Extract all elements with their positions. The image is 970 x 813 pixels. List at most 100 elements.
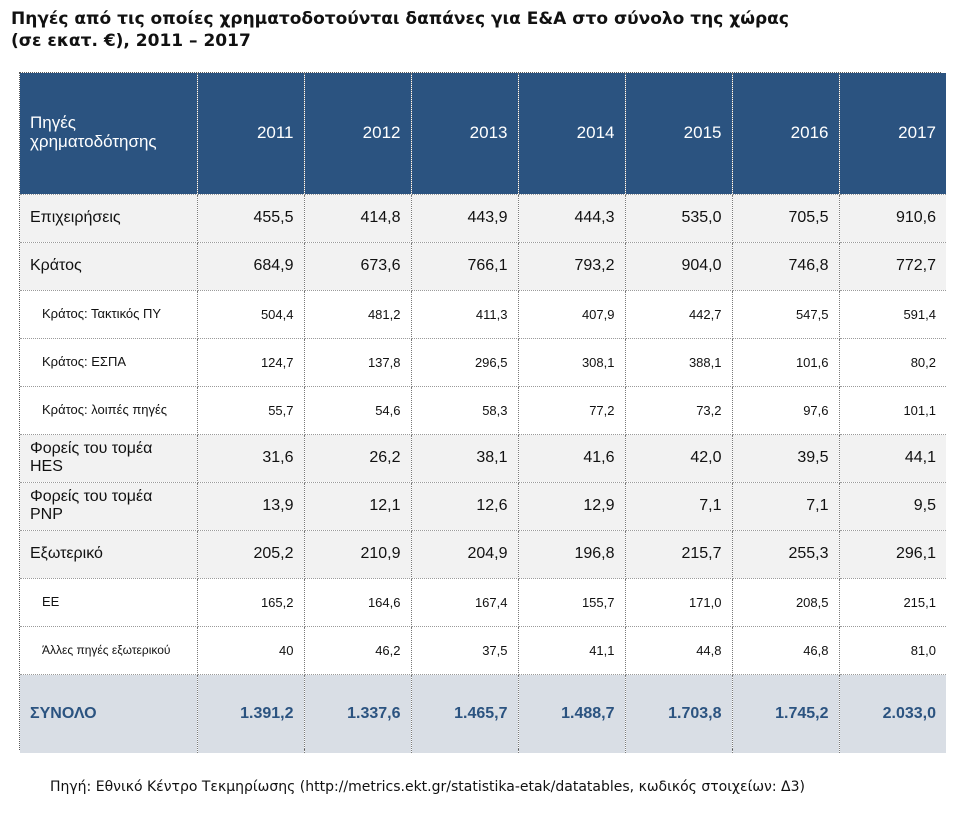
- header-row: Πηγές χρηματοδότησης 2011 2012 2013 2014…: [20, 73, 946, 195]
- cell-value: 41,6: [518, 434, 626, 483]
- table-row: Φορείς του τομέα HES 31,6 26,2 38,1 41,6…: [20, 434, 946, 483]
- funding-table: Πηγές χρηματοδότησης 2011 2012 2013 2014…: [19, 72, 946, 753]
- cell-value: 255,3: [732, 530, 840, 579]
- cell-value: 73,2: [625, 386, 733, 435]
- table-row: Κράτος: Τακτικός ΠΥ 504,4 481,2 411,3 40…: [20, 290, 946, 339]
- cell-value: 13,9: [197, 482, 305, 531]
- cell-value: 101,1: [839, 386, 946, 435]
- cell-value: 215,1: [839, 578, 946, 627]
- cell-value: 38,1: [411, 434, 519, 483]
- cell-value: 40: [197, 626, 305, 675]
- cell-value: 442,7: [625, 290, 733, 339]
- cell-value: 414,8: [304, 194, 412, 243]
- row-label: Κράτος: ΕΣΠΑ: [20, 338, 198, 387]
- cell-value: 167,4: [411, 578, 519, 627]
- cell-value: 455,5: [197, 194, 305, 243]
- cell-value: 7,1: [625, 482, 733, 531]
- cell-value: 196,8: [518, 530, 626, 579]
- cell-value: 443,9: [411, 194, 519, 243]
- table-row: Κράτος: λοιπές πηγές 55,7 54,6 58,3 77,2…: [20, 386, 946, 435]
- cell-value: 124,7: [197, 338, 305, 387]
- cell-value: 44,1: [839, 434, 946, 483]
- total-value: 1.337,6: [304, 674, 412, 753]
- table-row: Άλλες πηγές εξωτερικού 40 46,2 37,5 41,1…: [20, 626, 946, 675]
- row-label: Επιχειρήσεις: [20, 194, 198, 243]
- cell-value: 171,0: [625, 578, 733, 627]
- cell-value: 12,1: [304, 482, 412, 531]
- cell-value: 205,2: [197, 530, 305, 579]
- cell-value: 37,5: [411, 626, 519, 675]
- table-title: Πηγές από τις οποίες χρηματοδοτούνται δα…: [11, 8, 951, 52]
- cell-value: 444,3: [518, 194, 626, 243]
- cell-value: 26,2: [304, 434, 412, 483]
- cell-value: 388,1: [625, 338, 733, 387]
- cell-value: 296,1: [839, 530, 946, 579]
- table-row: Φορείς του τομέα PNP 13,9 12,1 12,6 12,9…: [20, 482, 946, 531]
- cell-value: 80,2: [839, 338, 946, 387]
- cell-value: 55,7: [197, 386, 305, 435]
- table-row: Κράτος: ΕΣΠΑ 124,7 137,8 296,5 308,1 388…: [20, 338, 946, 387]
- total-value: 1.391,2: [197, 674, 305, 753]
- cell-value: 46,8: [732, 626, 840, 675]
- cell-value: 210,9: [304, 530, 412, 579]
- cell-value: 684,9: [197, 242, 305, 291]
- cell-value: 42,0: [625, 434, 733, 483]
- header-year: 2011: [197, 73, 305, 195]
- cell-value: 411,3: [411, 290, 519, 339]
- row-label: Κράτος: Τακτικός ΠΥ: [20, 290, 198, 339]
- cell-value: 77,2: [518, 386, 626, 435]
- row-label: Φορείς του τομέα HES: [20, 434, 198, 483]
- cell-value: 165,2: [197, 578, 305, 627]
- total-value: 1.703,8: [625, 674, 733, 753]
- table-row: ΕΕ 165,2 164,6 167,4 155,7 171,0 208,5 2…: [20, 578, 946, 627]
- cell-value: 481,2: [304, 290, 412, 339]
- cell-value: 12,9: [518, 482, 626, 531]
- row-label: Εξωτερικό: [20, 530, 198, 579]
- row-label: Κράτος: [20, 242, 198, 291]
- table-row: Εξωτερικό 205,2 210,9 204,9 196,8 215,7 …: [20, 530, 946, 579]
- total-value: 1.465,7: [411, 674, 519, 753]
- cell-value: 504,4: [197, 290, 305, 339]
- cell-value: 164,6: [304, 578, 412, 627]
- cell-value: 208,5: [732, 578, 840, 627]
- header-year: 2012: [304, 73, 412, 195]
- cell-value: 746,8: [732, 242, 840, 291]
- cell-value: 9,5: [839, 482, 946, 531]
- cell-value: 910,6: [839, 194, 946, 243]
- cell-value: 772,7: [839, 242, 946, 291]
- cell-value: 705,5: [732, 194, 840, 243]
- row-label: ΕΕ: [20, 578, 198, 627]
- cell-value: 591,4: [839, 290, 946, 339]
- cell-value: 58,3: [411, 386, 519, 435]
- total-label: ΣΥΝΟΛΟ: [20, 674, 198, 753]
- cell-value: 54,6: [304, 386, 412, 435]
- row-label: Άλλες πηγές εξωτερικού: [20, 626, 198, 675]
- cell-value: 407,9: [518, 290, 626, 339]
- cell-value: 7,1: [732, 482, 840, 531]
- cell-value: 535,0: [625, 194, 733, 243]
- cell-value: 204,9: [411, 530, 519, 579]
- cell-value: 81,0: [839, 626, 946, 675]
- cell-value: 547,5: [732, 290, 840, 339]
- cell-value: 101,6: [732, 338, 840, 387]
- cell-value: 296,5: [411, 338, 519, 387]
- total-value: 2.033,0: [839, 674, 946, 753]
- header-year: 2015: [625, 73, 733, 195]
- title-line-2: (σε εκατ. €), 2011 – 2017: [11, 31, 251, 51]
- cell-value: 44,8: [625, 626, 733, 675]
- cell-value: 12,6: [411, 482, 519, 531]
- total-value: 1.745,2: [732, 674, 840, 753]
- header-year: 2016: [732, 73, 840, 195]
- row-label: Φορείς του τομέα PNP: [20, 482, 198, 531]
- cell-value: 31,6: [197, 434, 305, 483]
- table-row: Επιχειρήσεις 455,5 414,8 443,9 444,3 535…: [20, 194, 946, 243]
- total-row: ΣΥΝΟΛΟ 1.391,2 1.337,6 1.465,7 1.488,7 1…: [20, 674, 946, 753]
- header-year: 2014: [518, 73, 626, 195]
- cell-value: 97,6: [732, 386, 840, 435]
- cell-value: 673,6: [304, 242, 412, 291]
- source-note: Πηγή: Εθνικό Κέντρο Τεκμηρίωσης (http://…: [50, 779, 805, 795]
- row-label: Κράτος: λοιπές πηγές: [20, 386, 198, 435]
- cell-value: 155,7: [518, 578, 626, 627]
- cell-value: 308,1: [518, 338, 626, 387]
- header-sources: Πηγές χρηματοδότησης: [20, 73, 198, 195]
